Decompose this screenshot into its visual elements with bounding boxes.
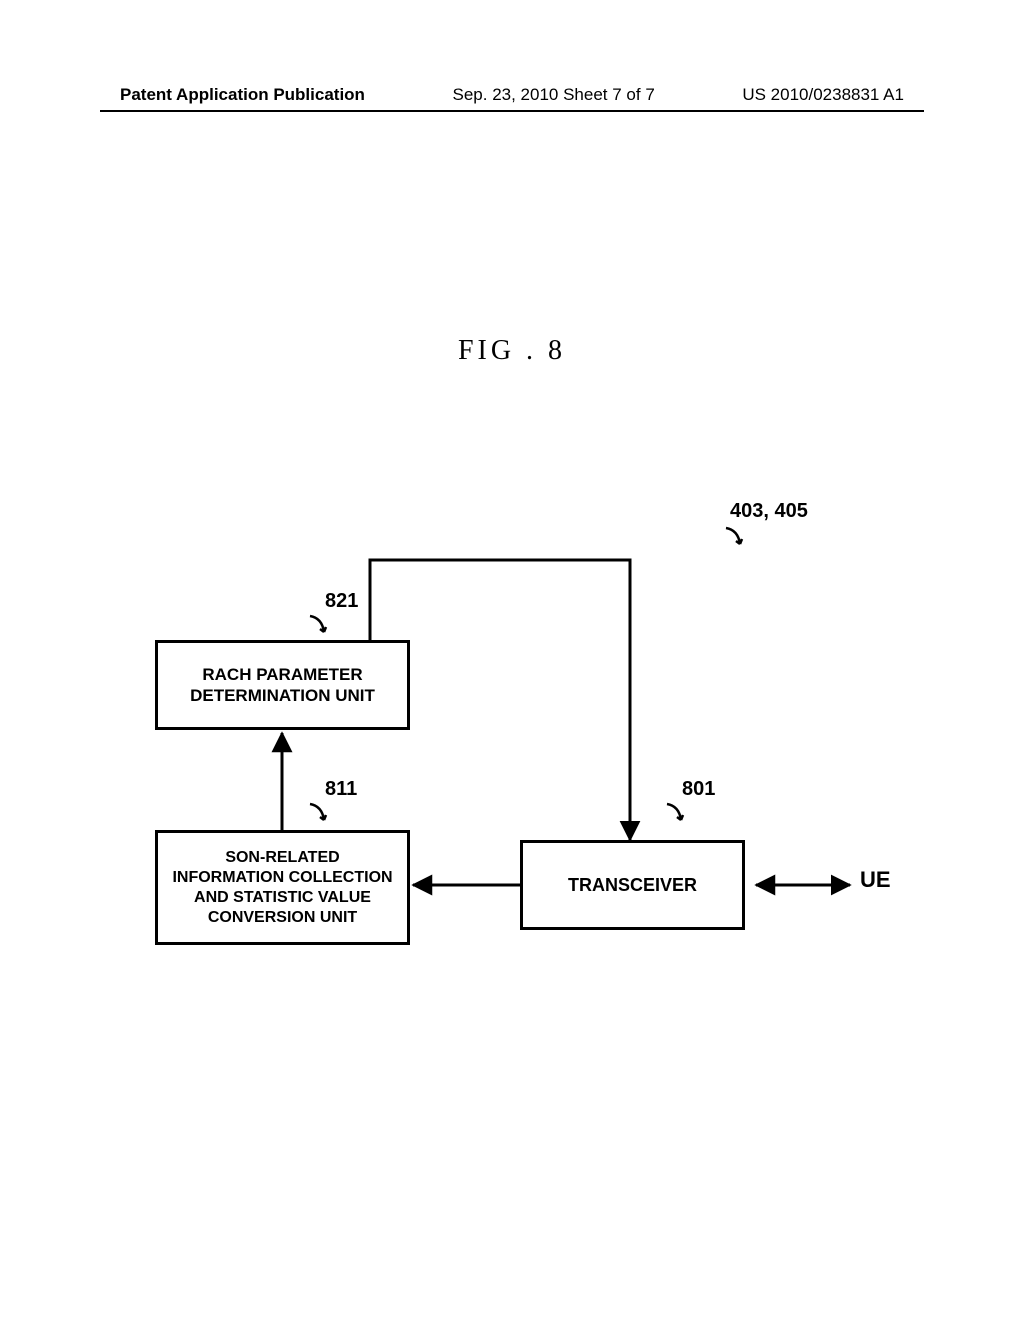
arrows-layer [120,500,940,960]
header-center: Sep. 23, 2010 Sheet 7 of 7 [453,85,655,105]
header-right: US 2010/0238831 A1 [742,85,904,105]
header-left: Patent Application Publication [120,85,365,105]
header-divider [100,110,924,112]
diagram-container: 403, 405 821 811 801 RACH PARAMETER DETE… [120,500,940,960]
figure-title: FIG . 8 [0,335,1024,367]
